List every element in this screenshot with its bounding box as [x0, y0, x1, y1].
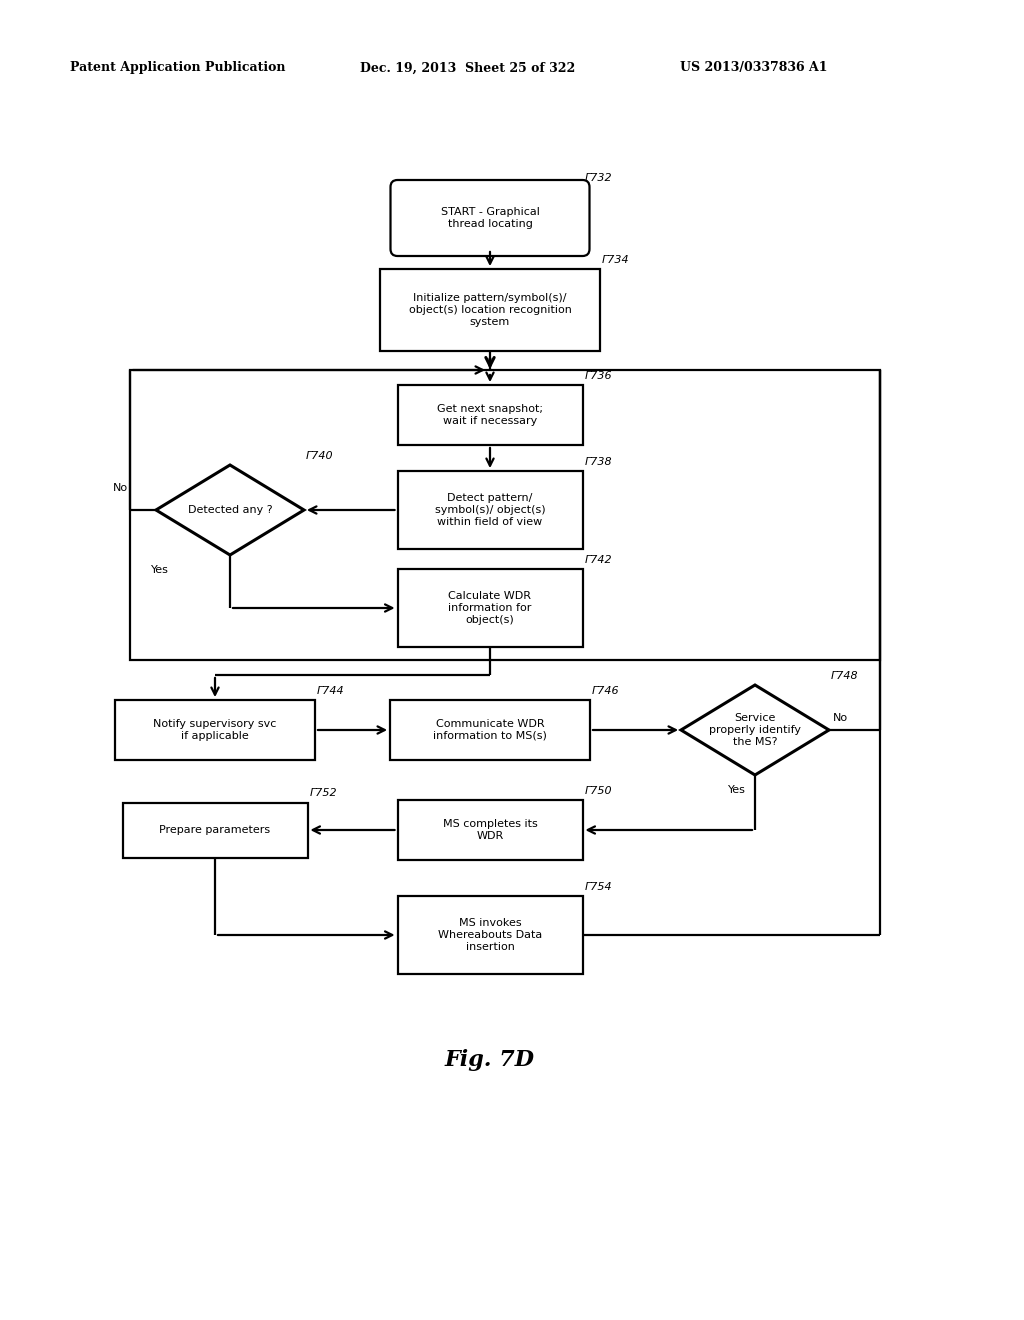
- Text: Γ748: Γ748: [831, 671, 859, 681]
- Bar: [397, 800, 583, 861]
- Bar: [123, 803, 307, 858]
- Bar: [130, 370, 880, 660]
- Text: Γ754: Γ754: [585, 882, 612, 892]
- Text: Patent Application Publication: Patent Application Publication: [70, 62, 286, 74]
- FancyBboxPatch shape: [390, 180, 590, 256]
- Text: Γ742: Γ742: [585, 554, 612, 565]
- Text: Initialize pattern/symbol(s)/
object(s) location recognition
system: Initialize pattern/symbol(s)/ object(s) …: [409, 293, 571, 326]
- Text: No: No: [833, 713, 848, 723]
- Bar: [397, 471, 583, 549]
- Bar: [380, 269, 600, 351]
- Text: Yes: Yes: [728, 785, 745, 795]
- Text: Γ740: Γ740: [306, 451, 334, 461]
- Text: Γ738: Γ738: [585, 457, 612, 467]
- Text: Dec. 19, 2013  Sheet 25 of 322: Dec. 19, 2013 Sheet 25 of 322: [360, 62, 575, 74]
- Text: Γ736: Γ736: [585, 371, 612, 381]
- Text: Γ746: Γ746: [592, 686, 620, 696]
- Text: Prepare parameters: Prepare parameters: [160, 825, 270, 836]
- Bar: [397, 896, 583, 974]
- Bar: [397, 385, 583, 445]
- Text: MS invokes
Whereabouts Data
insertion: MS invokes Whereabouts Data insertion: [438, 919, 542, 952]
- Bar: [390, 700, 590, 760]
- Text: Service
properly identify
the MS?: Service properly identify the MS?: [709, 713, 801, 747]
- Text: Γ752: Γ752: [309, 788, 337, 799]
- Text: Communicate WDR
information to MS(s): Communicate WDR information to MS(s): [433, 719, 547, 741]
- Bar: [115, 700, 315, 760]
- Text: Γ744: Γ744: [317, 686, 345, 696]
- Text: Detect pattern/
symbol(s)/ object(s)
within field of view: Detect pattern/ symbol(s)/ object(s) wit…: [434, 494, 546, 527]
- Polygon shape: [681, 685, 829, 775]
- Polygon shape: [156, 465, 304, 554]
- Text: MS completes its
WDR: MS completes its WDR: [442, 820, 538, 841]
- Text: Γ750: Γ750: [585, 785, 612, 796]
- Text: Fig. 7D: Fig. 7D: [445, 1049, 535, 1071]
- Text: Γ734: Γ734: [602, 255, 630, 265]
- Text: Γ732: Γ732: [585, 173, 612, 183]
- Text: Detected any ?: Detected any ?: [187, 506, 272, 515]
- Bar: [397, 569, 583, 647]
- Text: Yes: Yes: [151, 565, 169, 576]
- Text: START - Graphical
thread locating: START - Graphical thread locating: [440, 207, 540, 228]
- Text: US 2013/0337836 A1: US 2013/0337836 A1: [680, 62, 827, 74]
- Text: Notify supervisory svc
if applicable: Notify supervisory svc if applicable: [154, 719, 276, 741]
- Text: Get next snapshot;
wait if necessary: Get next snapshot; wait if necessary: [437, 404, 543, 426]
- Text: Calculate WDR
information for
object(s): Calculate WDR information for object(s): [449, 591, 531, 624]
- Text: No: No: [113, 483, 128, 492]
